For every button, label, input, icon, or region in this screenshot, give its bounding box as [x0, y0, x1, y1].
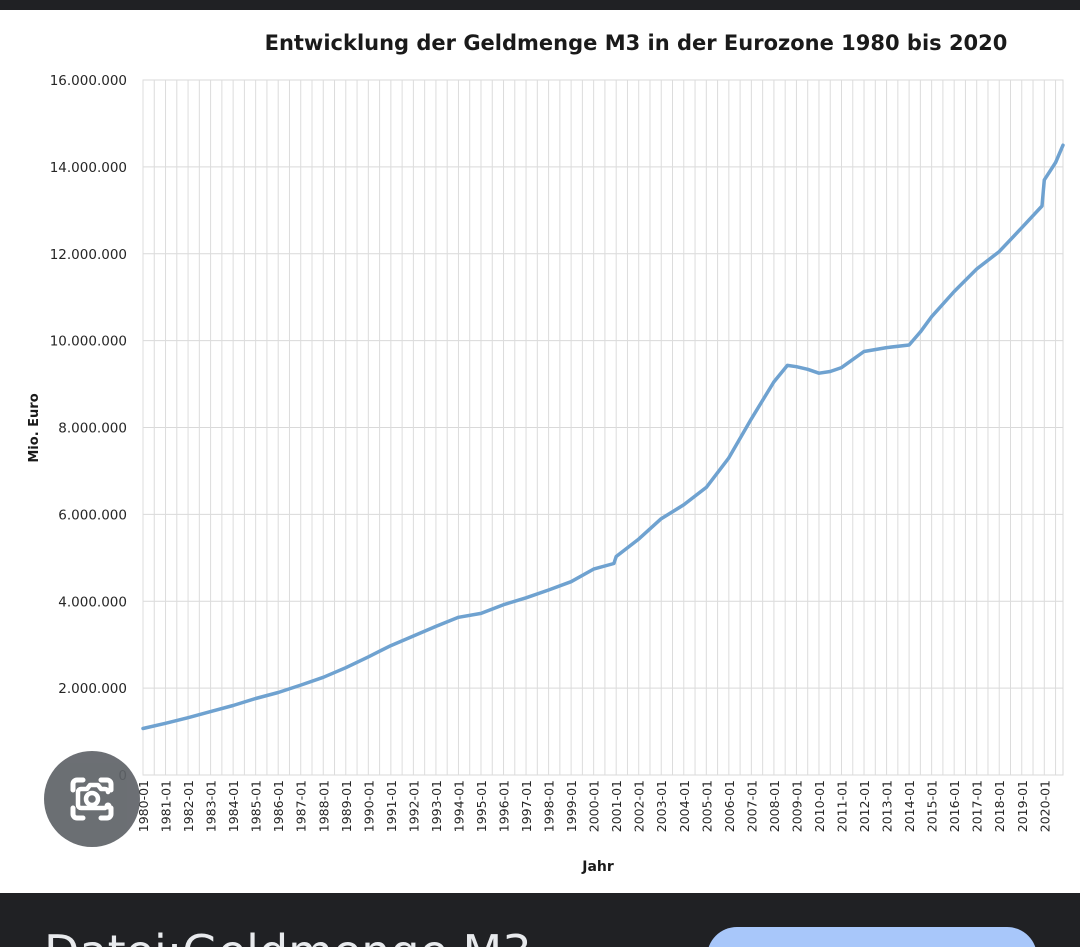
x-tick-label: 1988-01 — [316, 780, 331, 832]
x-tick-label: 1982-01 — [181, 780, 196, 832]
chart-title: Entwicklung der Geldmenge M3 in der Euro… — [265, 31, 1008, 55]
x-tick-label: 2017-01 — [970, 780, 985, 832]
x-tick-label: 2003-01 — [654, 780, 669, 832]
grid — [142, 79, 1064, 776]
x-tick-label: 2018-01 — [992, 780, 1007, 832]
x-tick-label: 2010-01 — [812, 780, 827, 832]
google-lens-button[interactable] — [44, 751, 140, 847]
x-tick-label: 1992-01 — [406, 780, 421, 832]
x-tick-label: 1985-01 — [249, 780, 264, 832]
x-tick-label: 1986-01 — [271, 780, 286, 832]
x-tick-label: 1999-01 — [564, 780, 579, 832]
y-axis: 02.000.0004.000.0006.000.0008.000.00010.… — [50, 73, 127, 784]
x-tick-label: 2005-01 — [699, 780, 714, 832]
x-tick-label: 2012-01 — [857, 780, 872, 832]
y-tick-label: 2.000.000 — [58, 681, 127, 697]
x-axis: 1980-01 1981-01 1982-01 1983-01 1984-01 1985-… — [136, 780, 1052, 832]
x-tick-label: 1995-01 — [474, 780, 489, 832]
y-tick-label: 10.000.000 — [50, 334, 127, 350]
y-tick-label: 12.000.000 — [50, 247, 127, 263]
x-tick-label: 2008-01 — [767, 780, 782, 832]
x-tick-label: 1993-01 — [429, 780, 444, 832]
lens-camera-icon — [70, 777, 114, 821]
x-tick-label: 1994-01 — [451, 780, 466, 832]
y-tick-label: 6.000.000 — [58, 507, 127, 523]
x-tick-label: 1989-01 — [339, 780, 354, 832]
x-tick-label: 1998-01 — [542, 780, 557, 832]
x-tick-label: 2000-01 — [587, 780, 602, 832]
y-tick-label: 4.000.000 — [58, 594, 127, 610]
x-tick-label: 1983-01 — [204, 780, 219, 832]
x-tick-label: 1991-01 — [384, 780, 399, 832]
y-tick-label: 8.000.000 — [58, 421, 127, 437]
x-tick-label: 2009-01 — [789, 780, 804, 832]
x-tick-label: 2004-01 — [677, 780, 692, 832]
x-tick-label: 2019-01 — [1015, 780, 1030, 832]
x-tick-label: 2014-01 — [902, 780, 917, 832]
x-tick-label: 2013-01 — [880, 780, 895, 832]
x-tick-label: 2011-01 — [835, 780, 850, 832]
y-axis-label: Mio. Euro — [27, 393, 42, 462]
x-tick-label: 2001-01 — [609, 780, 624, 832]
x-tick-label: 2020-01 — [1037, 780, 1052, 832]
y-tick-label: 16.000.000 — [50, 73, 127, 89]
x-tick-label: 2015-01 — [925, 780, 940, 832]
x-tick-label: 1990-01 — [361, 780, 376, 832]
x-tick-label: 1981-01 — [159, 780, 174, 832]
action-button[interactable] — [707, 927, 1037, 947]
top-bar — [0, 0, 1080, 10]
x-tick-label: 1984-01 — [226, 780, 241, 832]
x-tick-label: 1997-01 — [519, 780, 534, 832]
x-tick-label: 1996-01 — [497, 780, 512, 832]
chart: Entwicklung der Geldmenge M3 in der Euro… — [27, 31, 1065, 875]
series-line-m3 — [141, 143, 1065, 731]
bottom-bar: Datei:Geldmenge M3 — [0, 893, 1080, 947]
x-tick-label: 2016-01 — [947, 780, 962, 832]
x-tick-label: 2002-01 — [632, 780, 647, 832]
x-tick-label: 2006-01 — [722, 780, 737, 832]
x-tick-label: 1987-01 — [294, 780, 309, 832]
result-title[interactable]: Datei:Geldmenge M3 — [44, 929, 532, 947]
y-tick-label: 14.000.000 — [50, 160, 127, 176]
x-tick-label: 2007-01 — [744, 780, 759, 832]
x-axis-label: Jahr — [581, 859, 614, 875]
x-tick-label: 1980-01 — [136, 780, 151, 832]
